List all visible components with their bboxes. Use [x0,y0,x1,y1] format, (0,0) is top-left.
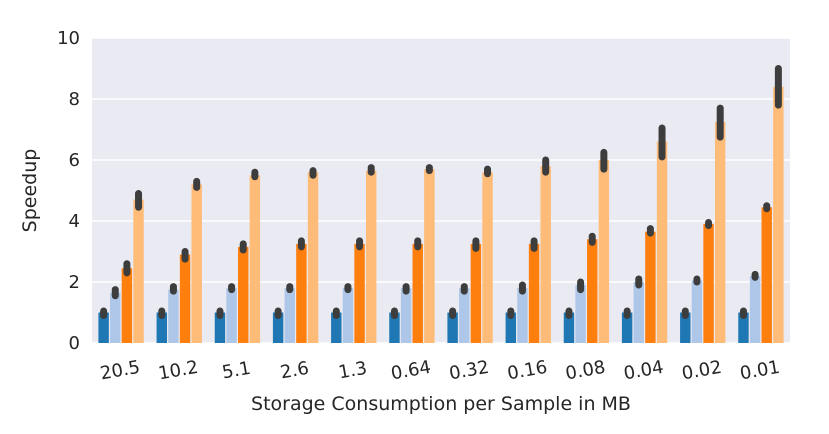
bar-series-4-0.32 [482,172,493,343]
bar-series-2-0.02 [691,280,703,343]
x-tick-label: 0.02 [680,357,723,385]
bar-series-2-0.16 [517,288,528,343]
bar-series-1-0.32 [447,312,458,343]
grid [92,37,790,344]
bar-series-1-0.08 [563,312,575,343]
bar-series-3-0.16 [528,243,540,343]
bar-series-1-0.02 [680,312,691,343]
y-tick-label: 2 [69,272,80,293]
bar-series-3-0.08 [587,239,598,343]
bars [98,86,784,344]
x-tick-label: 0.01 [738,357,781,385]
bar-series-4-0.02 [714,121,726,343]
bar-series-2-0.64 [400,288,412,343]
bar-series-3-0.01 [761,207,772,343]
bar-series-4-0.16 [540,166,551,343]
y-axis-label: Speedup [19,149,41,233]
bar-series-1-20.5 [98,312,109,343]
bar-series-1-2.6 [272,312,284,343]
bar-series-2-5.1 [226,288,237,343]
bar-series-1-0.16 [505,312,517,343]
x-tick-label: 0.04 [622,357,665,385]
x-tick-label: 0.16 [506,357,549,385]
bar-series-2-0.01 [749,275,761,343]
bar-series-4-1.3 [365,170,377,343]
x-axis-label: Storage Consumption per Sample in MB [251,393,631,415]
x-tick-label: 20.5 [99,357,142,385]
bar-series-3-10.2 [179,254,191,343]
y-tick-label: 4 [69,211,80,232]
x-tick-label: 1.3 [337,358,369,384]
bar-series-2-10.2 [168,289,179,343]
x-tick-label: 0.08 [564,357,607,385]
y-tick-label: 6 [69,150,80,171]
bar-series-3-0.64 [412,243,423,343]
bar-series-3-0.04 [645,231,656,343]
x-tick-label: 10.2 [157,357,200,385]
bar-series-3-20.5 [121,268,133,343]
bar-series-2-0.32 [459,288,470,343]
bar-series-4-0.04 [656,141,668,343]
plot-background [92,38,790,343]
bar-series-2-0.08 [575,285,586,343]
bar-series-1-1.3 [331,312,342,343]
bar-series-3-2.6 [296,243,307,343]
bar-series-4-5.1 [249,175,261,343]
bar-series-4-0.64 [424,169,435,343]
bar-series-2-0.04 [633,282,644,343]
bar-series-2-2.6 [284,288,295,343]
error-bars [100,65,782,320]
bar-series-2-1.3 [342,288,354,343]
bar-series-1-0.01 [738,312,749,343]
x-tick-label: 2.6 [279,358,311,384]
bar-series-4-2.6 [307,172,319,343]
y-tick-label: 0 [69,333,80,354]
x-tick-label: 5.1 [221,358,253,384]
x-tick-label: 0.32 [448,357,491,385]
bar-series-4-20.5 [133,199,144,343]
x-tick-label: 0.64 [389,357,432,385]
bar-series-4-0.01 [773,86,784,344]
bar-series-1-10.2 [156,312,168,343]
bar-series-1-0.64 [389,312,400,343]
bar-series-3-0.02 [703,224,714,343]
bar-series-1-5.1 [214,312,226,343]
bar-series-3-5.1 [238,246,249,343]
y-tick-label: 8 [69,89,80,110]
bar-series-2-20.5 [110,292,121,343]
bar-series-3-1.3 [354,243,365,343]
y-tick-label: 10 [57,28,80,49]
bar-series-3-0.32 [470,243,482,343]
bar-series-4-0.08 [598,160,610,343]
bar-series-4-10.2 [191,184,202,343]
x-axis: 20.5 10.2 5.1 2.6 1.3 0.64 0.32 0.16 0.08 0.04 0.0… [99,357,782,385]
y-axis: 0 2 4 6 8 10 [57,28,80,354]
bar-series-1-0.04 [621,312,633,343]
